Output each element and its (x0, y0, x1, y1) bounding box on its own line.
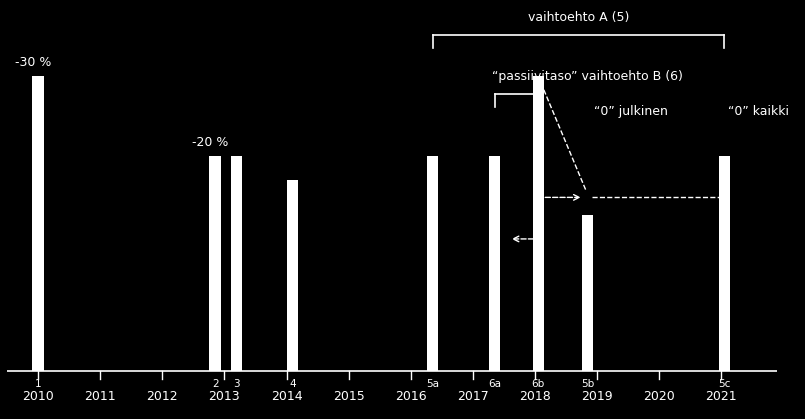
Text: “0” kaikki: “0” kaikki (728, 105, 789, 118)
Text: 6b: 6b (531, 379, 545, 389)
Text: 2012: 2012 (147, 390, 178, 403)
Text: vaihtoehto A (5): vaihtoehto A (5) (528, 11, 630, 24)
Bar (489, 156, 500, 370)
Text: 3: 3 (233, 379, 240, 389)
Text: 2019: 2019 (581, 390, 613, 403)
Bar (533, 76, 543, 370)
Bar (287, 180, 299, 370)
Text: 2016: 2016 (395, 390, 427, 403)
Text: “0” julkinen: “0” julkinen (594, 105, 668, 118)
Text: 2018: 2018 (519, 390, 551, 403)
Text: 2014: 2014 (270, 390, 303, 403)
Text: “passiivitaso” vaihtoehto B (6): “passiivitaso” vaihtoehto B (6) (492, 70, 683, 83)
Bar (32, 76, 43, 370)
Text: 4: 4 (290, 379, 296, 389)
Text: 2017: 2017 (457, 390, 489, 403)
Text: 2011: 2011 (85, 390, 116, 403)
Text: 5a: 5a (426, 379, 439, 389)
Text: 2015: 2015 (332, 390, 365, 403)
Text: 2010: 2010 (22, 390, 54, 403)
Text: 6a: 6a (488, 379, 502, 389)
Text: 2013: 2013 (208, 390, 240, 403)
Text: 2021: 2021 (705, 390, 737, 403)
Text: -20 %: -20 % (192, 136, 229, 149)
Bar (582, 215, 593, 370)
Bar (427, 156, 438, 370)
Text: 2020: 2020 (643, 390, 675, 403)
Text: 5c: 5c (718, 379, 731, 389)
Bar (719, 156, 730, 370)
Text: -30 %: -30 % (14, 56, 52, 69)
Text: 5b: 5b (581, 379, 594, 389)
Bar (231, 156, 242, 370)
Bar (209, 156, 221, 370)
Text: 2: 2 (212, 379, 218, 389)
Text: 1: 1 (35, 379, 41, 389)
